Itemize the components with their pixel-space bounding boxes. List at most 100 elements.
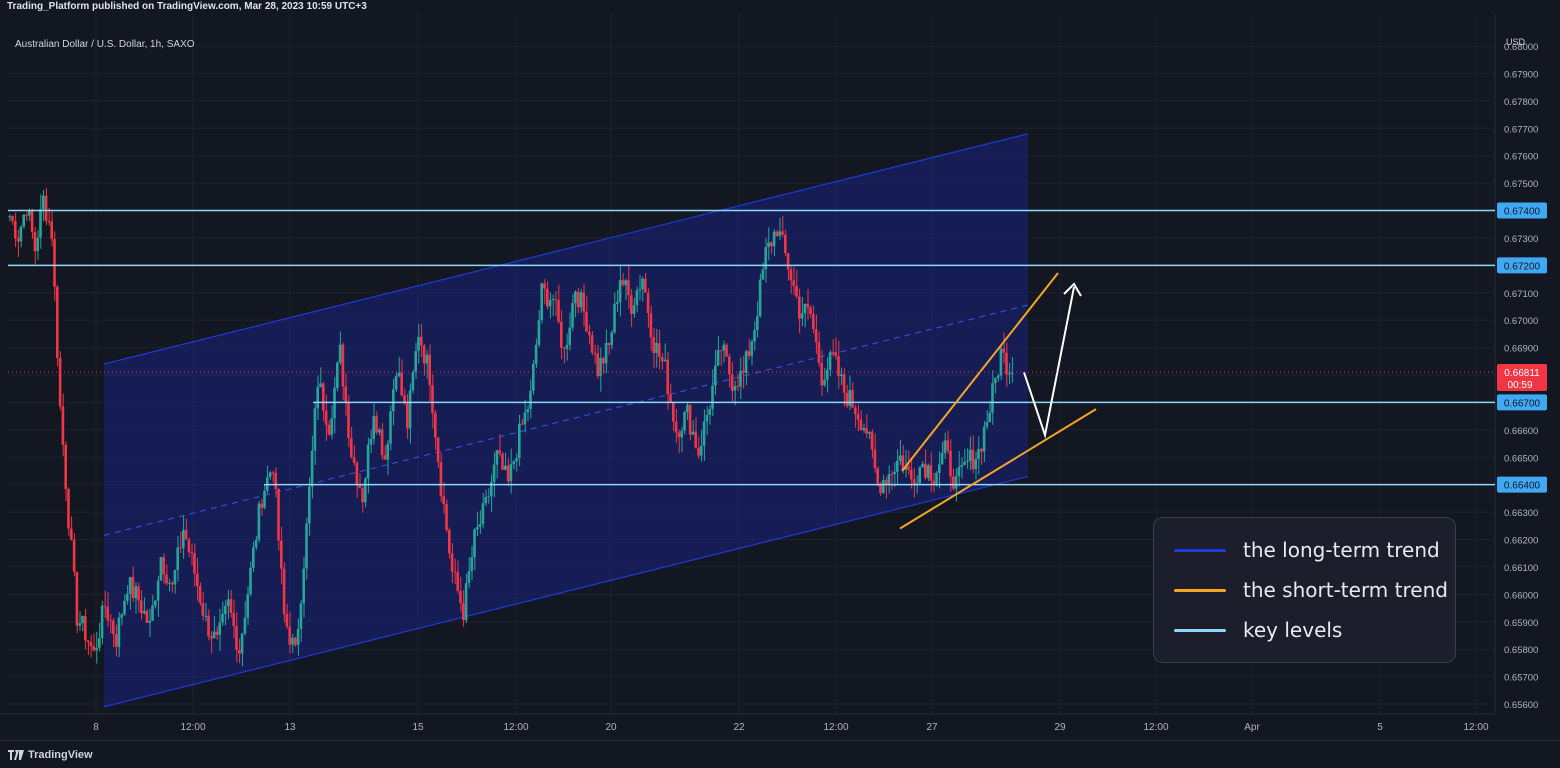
- candle-body: [658, 342, 661, 357]
- candle-body: [977, 448, 980, 460]
- candle-body: [394, 376, 398, 390]
- candle-body: [560, 321, 563, 348]
- candle-body: [56, 286, 59, 358]
- candle-body: [966, 461, 969, 463]
- candle-body: [481, 503, 485, 525]
- candle-body: [714, 365, 717, 386]
- candle-body: [602, 358, 605, 364]
- candle-body: [652, 337, 655, 353]
- candle-body: [501, 453, 504, 470]
- x-tick-label: 13: [284, 722, 296, 733]
- candle-body: [999, 348, 1003, 376]
- candle-body: [596, 353, 599, 377]
- candle-body: [268, 472, 272, 478]
- key-level-tag: [1497, 476, 1547, 493]
- candle-body: [896, 460, 899, 472]
- candle-body: [282, 568, 286, 615]
- tradingview-logo[interactable]: TradingView: [8, 749, 93, 761]
- candle-body: [316, 387, 319, 409]
- y-tick-label: 0.66300: [1504, 508, 1538, 519]
- candle-body: [593, 352, 597, 354]
- current-price-countdown: 00:59: [1507, 380, 1532, 391]
- candle-body: [336, 362, 339, 388]
- candle-body: [212, 631, 216, 639]
- candle-body: [677, 432, 681, 438]
- trend-legend: the long-term trend the short-term trend…: [1153, 517, 1456, 663]
- candle-body: [834, 352, 837, 357]
- candle-body: [81, 615, 84, 624]
- candle-body: [470, 557, 473, 572]
- candle-body: [375, 416, 378, 433]
- legend-label: the long-term trend: [1243, 538, 1440, 562]
- candle-body: [924, 463, 927, 478]
- candle-body: [92, 646, 95, 651]
- candle-body: [417, 336, 420, 352]
- candle-body: [28, 210, 31, 216]
- long-term-channel-lower: [103, 475, 1029, 708]
- price-chart[interactable]: 0.67400 0.67200 0.66700 0.66400 0.6681100:59…: [0, 14, 1560, 740]
- candle-body: [532, 363, 535, 391]
- x-tick-label: 12:00: [1463, 722, 1488, 733]
- candle-body: [963, 462, 966, 466]
- x-tick-label: 12:00: [823, 722, 848, 733]
- candle-body: [784, 234, 787, 254]
- candle-body: [201, 602, 205, 616]
- candle-body: [78, 623, 81, 626]
- currency-label: USD: [1506, 37, 1526, 47]
- candle-body: [112, 620, 115, 635]
- candle-body: [722, 344, 725, 351]
- candle-body: [624, 280, 627, 286]
- candle-body: [134, 586, 137, 599]
- candle-body: [114, 634, 118, 647]
- candle-body: [327, 424, 331, 435]
- y-tick-label: 0.65600: [1504, 700, 1538, 711]
- candle-body: [252, 547, 255, 568]
- candle-body: [184, 530, 188, 540]
- projection-arrowhead: [1063, 282, 1082, 297]
- candle-body: [70, 528, 73, 540]
- key-level-label: 0.66400: [1504, 481, 1541, 492]
- candle-body: [439, 462, 443, 497]
- candle-body: [478, 524, 482, 527]
- candle-body: [798, 296, 801, 319]
- candle-body: [912, 479, 916, 486]
- candle-body: [123, 600, 126, 615]
- key-levels-swatch: [1174, 628, 1226, 632]
- candle-body: [786, 253, 790, 270]
- candle-body: [630, 295, 633, 314]
- candle-body: [476, 526, 479, 530]
- candle-body: [873, 449, 877, 469]
- candle-body: [53, 238, 56, 287]
- candle-body: [991, 383, 994, 413]
- candle-body: [865, 428, 868, 434]
- candle-body: [635, 290, 639, 306]
- candle-body: [498, 450, 501, 454]
- candle-body: [179, 547, 182, 549]
- candle-body: [378, 429, 381, 433]
- candle-body: [994, 378, 997, 384]
- candle-body: [243, 617, 247, 634]
- candle-body: [588, 331, 591, 336]
- candle-body: [868, 431, 871, 434]
- candle-body: [884, 480, 888, 485]
- candle-body: [1008, 373, 1011, 375]
- x-tick-label: Apr: [1244, 722, 1260, 733]
- chart-area[interactable]: 0.67400 0.67200 0.66700 0.66400 0.66811 00:59…: [0, 14, 1560, 740]
- candle-body: [36, 237, 39, 252]
- candle-body: [621, 280, 625, 286]
- candle-body: [655, 342, 658, 353]
- candle-body: [58, 357, 62, 407]
- candle-body: [131, 576, 135, 599]
- candle-body: [352, 457, 356, 464]
- candle-body: [302, 568, 305, 604]
- candle-body: [86, 640, 90, 643]
- candle-body: [708, 409, 711, 415]
- candle-body: [274, 472, 277, 490]
- candle-body: [604, 343, 608, 364]
- candle-body: [445, 504, 448, 531]
- candle-body: [338, 344, 342, 363]
- y-tick-label: 0.66500: [1504, 453, 1538, 464]
- y-tick-label: 0.66600: [1504, 426, 1538, 437]
- candle-body: [761, 269, 765, 280]
- candle-body: [238, 649, 241, 654]
